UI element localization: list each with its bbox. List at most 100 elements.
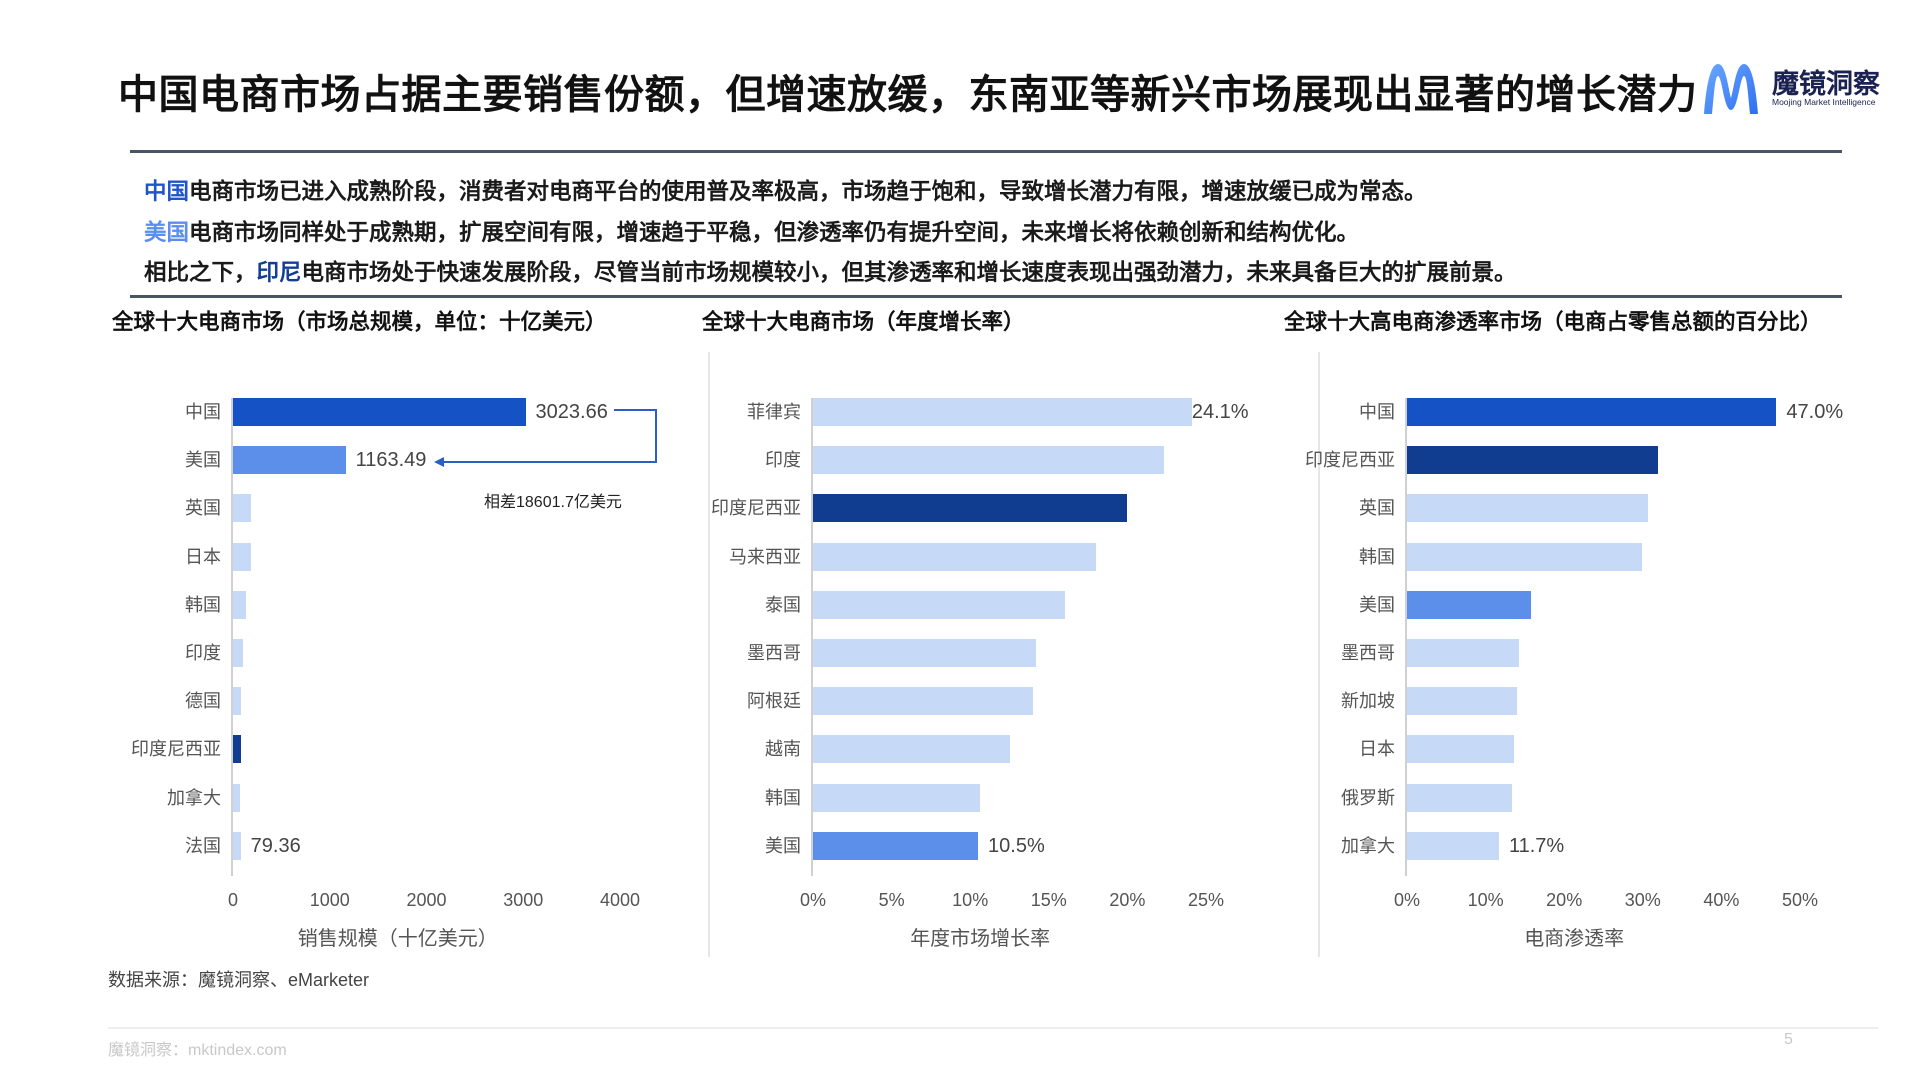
- value-label: 3023.66: [535, 401, 608, 423]
- chart-row: 菲律宾 24.1%: [747, 398, 1249, 426]
- category-label: 中国: [185, 402, 221, 422]
- chart-row: 德国: [185, 687, 620, 716]
- category-label: 越南: [765, 739, 801, 760]
- m-logo-icon: [1704, 64, 1758, 114]
- brand-logo: 魔镜洞察 Moojing Market Intelligence: [1700, 58, 1890, 118]
- highlight-indonesia: 印尼: [256, 260, 302, 285]
- category-label: 日本: [1359, 739, 1395, 760]
- chart-row: 韩国: [1359, 542, 1800, 571]
- summary-prefix: 相比之下，: [144, 260, 257, 285]
- category-label: 加拿大: [1341, 835, 1395, 856]
- category-label: 马来西亚: [729, 546, 801, 567]
- bar: [813, 542, 1096, 571]
- bar: [233, 735, 242, 764]
- y-axis-line: [1405, 398, 1407, 876]
- bar: [1407, 639, 1519, 667]
- category-label: 德国: [185, 691, 221, 712]
- chart-divider: [1318, 352, 1320, 957]
- x-tick-label: 2000: [406, 890, 447, 910]
- value-label: 47.0%: [1786, 401, 1844, 423]
- bar: [233, 542, 251, 571]
- chart-row: 越南: [765, 735, 1206, 764]
- chart-title-penetration: 全球十大高电商渗透率市场（电商占零售总额的百分比）: [1284, 310, 1822, 334]
- category-label: 美国: [185, 450, 221, 471]
- x-tick-label: 40%: [1703, 890, 1740, 910]
- value-label: 1163.49: [355, 449, 427, 472]
- x-tick-label: 1000: [309, 890, 350, 910]
- bar: [813, 687, 1034, 716]
- chart-row: 美国: [1359, 590, 1800, 619]
- bar: [233, 831, 241, 860]
- page-number: 5: [1784, 1031, 1793, 1048]
- x-tick-label: 20%: [1109, 890, 1146, 910]
- bar: [1407, 590, 1532, 619]
- chart-growth-rate: 菲律宾 24.1% 印度 印度尼西亚 马来西亚 泰国 墨西哥 阿根廷 越南 韩国 美国 10.5% 0%…: [711, 398, 1249, 950]
- chart-row: 日本: [185, 542, 620, 571]
- category-label: 美国: [1359, 594, 1395, 615]
- bottom-divider: [130, 295, 1842, 298]
- x-tick-label: 15%: [1030, 890, 1067, 910]
- footer-site: 魔镜洞察：mktindex.com: [108, 1042, 287, 1059]
- x-tick-label: 25%: [1187, 890, 1225, 910]
- logo-name: 魔镜洞察: [1772, 69, 1880, 99]
- category-label: 印度: [185, 643, 221, 663]
- bar: [1407, 446, 1658, 475]
- category-label: 韩国: [765, 787, 801, 808]
- chart-title-market-size: 全球十大电商市场（市场总规模，单位：十亿美元）: [112, 310, 607, 334]
- summary-line-usa: 美国电商市场同样处于成熟期，扩展空间有限，增速趋于平稳，但渗透率仍有提升空间，未…: [144, 213, 1517, 254]
- category-label: 新加坡: [1341, 691, 1395, 712]
- value-label: 24.1%: [1191, 401, 1249, 423]
- chart-row: 泰国: [765, 590, 1206, 619]
- bar: [1407, 687, 1518, 716]
- x-tick-label: 50%: [1781, 890, 1819, 910]
- x-tick-label: 0%: [799, 890, 827, 910]
- summary-body: 电商市场处于快速发展阶段，尽管当前市场规模较小，但其渗透率和增长速度表现出强劲潜…: [301, 260, 1517, 285]
- value-label: 10.5%: [988, 834, 1045, 857]
- chart-row: 新加坡: [1341, 687, 1800, 716]
- chart-row: 马来西亚: [729, 542, 1206, 571]
- value-label: 11.7%: [1508, 834, 1565, 857]
- x-axis-title: 销售规模（十亿美元）: [297, 928, 498, 950]
- bar: [813, 639, 1037, 667]
- category-label: 印度尼西亚: [1305, 450, 1395, 471]
- chart-row: 中国 47.0%: [1359, 398, 1843, 426]
- chart-row: 韩国: [185, 590, 620, 619]
- chart-row: 阿根廷: [747, 687, 1206, 716]
- category-label: 阿根廷: [747, 691, 801, 712]
- highlight-usa: 美国: [144, 219, 190, 245]
- category-label: 日本: [185, 546, 221, 567]
- category-label: 法国: [185, 835, 221, 856]
- chart-penetration: 中国 47.0% 印度尼西亚 英国 韩国 美国 墨西哥 新加坡 日本 俄罗斯 加拿大 11.7% 0% 1…: [1305, 398, 1843, 950]
- category-label: 美国: [765, 835, 801, 856]
- x-tick-label: 0: [227, 890, 239, 910]
- value-label: 79.36: [250, 834, 301, 857]
- category-label: 加拿大: [167, 787, 221, 808]
- chart-row: 印度尼西亚: [711, 494, 1206, 523]
- x-tick-label: 30%: [1624, 890, 1661, 910]
- chart-row: 日本: [1359, 735, 1800, 764]
- category-label: 墨西哥: [747, 643, 801, 663]
- bar: [233, 783, 241, 812]
- chart-row: 墨西哥: [1341, 639, 1800, 667]
- category-label: 韩国: [185, 594, 221, 615]
- annotation-bracket-side: [655, 409, 657, 463]
- logo-subtitle: Moojing Market Intelligence: [1772, 97, 1876, 107]
- annotation-bracket-top: [614, 409, 657, 411]
- chart-row: 韩国: [765, 783, 1206, 812]
- top-divider: [130, 150, 1842, 153]
- x-axis-title: 年度市场增长率: [910, 928, 1051, 950]
- category-label: 印度尼西亚: [131, 739, 221, 760]
- chart-market-size: 中国 3023.66 美国 1163.49 英国 日本 韩国 印度 德国 印度尼西亚 加拿大 法国 79…: [131, 398, 640, 950]
- chart-row: 法国 79.36: [185, 831, 620, 860]
- chart-row: 印度尼西亚: [1305, 446, 1800, 475]
- category-label: 韩国: [1359, 546, 1395, 567]
- chart-row: 墨西哥: [747, 639, 1206, 667]
- x-tick-label: 0%: [1393, 890, 1421, 910]
- bar: [1407, 494, 1648, 523]
- annotation-bracket-bottom: [442, 461, 657, 463]
- category-label: 菲律宾: [747, 402, 801, 422]
- chart-divider: [708, 352, 710, 957]
- arrow-left-icon: [434, 457, 444, 467]
- x-tick-label: 4000: [599, 890, 641, 910]
- chart-row: 印度: [185, 639, 620, 667]
